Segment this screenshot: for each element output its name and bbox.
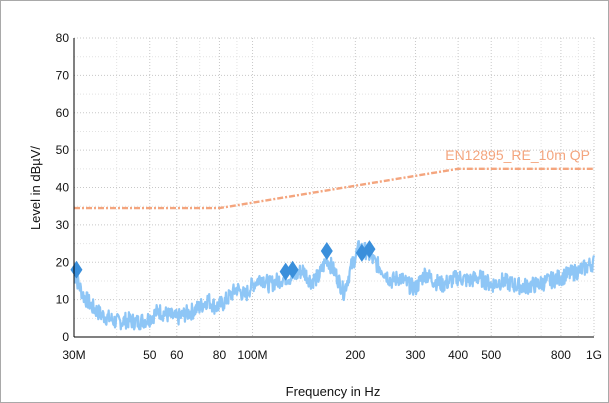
peak-marker bbox=[320, 242, 333, 261]
y-tick-label: 50 bbox=[56, 143, 70, 157]
y-tick-label: 30 bbox=[56, 218, 70, 232]
x-tick-label: 30M bbox=[62, 348, 85, 362]
x-tick-label: 80 bbox=[213, 348, 227, 362]
x-tick-label: 800 bbox=[551, 348, 571, 362]
limit-line bbox=[74, 167, 594, 210]
peak-marker bbox=[70, 260, 83, 279]
x-tick-label: 100M bbox=[238, 348, 268, 362]
y-tick-label: 40 bbox=[56, 181, 70, 195]
y-tick-label: 10 bbox=[56, 293, 70, 307]
x-tick-label: 50 bbox=[143, 348, 157, 362]
tick-labels: 0 10 20 30 40 50 60 70 80 30M 50 60 80 100M 200 300 400 5… bbox=[56, 31, 602, 362]
peak-marker bbox=[286, 260, 299, 279]
axes bbox=[73, 38, 594, 338]
x-tick-label: 300 bbox=[405, 348, 425, 362]
y-axis-title: Level in dBµV/ bbox=[28, 146, 43, 230]
x-axis-title: Frequency in Hz bbox=[286, 384, 381, 399]
peak-marker bbox=[363, 240, 376, 259]
y-tick-label: 70 bbox=[56, 68, 70, 82]
y-tick-label: 0 bbox=[62, 330, 69, 344]
y-tick-label: 20 bbox=[56, 255, 70, 269]
x-tick-label: 60 bbox=[170, 348, 184, 362]
y-tick-label: 60 bbox=[56, 106, 70, 120]
marker-layer bbox=[70, 240, 376, 281]
x-tick-label: 1G bbox=[586, 348, 602, 362]
x-tick-label: 200 bbox=[345, 348, 365, 362]
spectrum-trace bbox=[73, 240, 596, 331]
y-tick-label: 80 bbox=[56, 31, 70, 45]
grid bbox=[73, 37, 595, 338]
x-tick-label: 400 bbox=[448, 348, 468, 362]
limit-line-label: EN12895_RE_10m QP bbox=[445, 147, 590, 163]
series-layer bbox=[73, 167, 596, 331]
x-tick-label: 500 bbox=[481, 348, 501, 362]
